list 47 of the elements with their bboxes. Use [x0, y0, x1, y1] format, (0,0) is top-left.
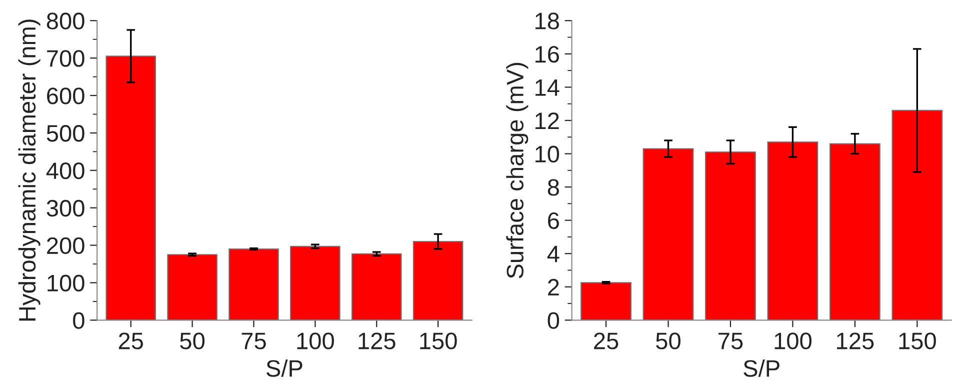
x-tick-label: 125	[358, 332, 396, 350]
y-tick-label: 6	[548, 212, 559, 230]
x-tick-label: 50	[180, 332, 205, 350]
y-tick-label: 4	[547, 246, 560, 262]
bar	[228, 248, 279, 320]
y-tick-label: 600	[47, 88, 84, 104]
y-tick-label: 400	[46, 162, 84, 180]
y-tick-label: 16	[536, 46, 559, 63]
y-tick-label: 200	[47, 237, 84, 254]
y-tick-label: 8	[548, 179, 559, 196]
bar	[829, 143, 880, 320]
y-axis-title: Surface charge (mV)	[506, 62, 528, 278]
x-tick-label: 125	[837, 332, 874, 350]
bar	[767, 142, 818, 320]
bar	[580, 282, 632, 320]
y-axis-title: Hydrodynamic diameter (nm)	[18, 20, 40, 321]
x-tick-label: 100	[774, 332, 812, 350]
y-tick-label: 100	[48, 274, 84, 292]
x-tick-label: 75	[242, 332, 266, 350]
bar	[705, 152, 756, 320]
y-tick-label: 800	[46, 12, 84, 30]
y-tick-label: 2	[548, 278, 559, 296]
x-tick-label: 150	[899, 332, 936, 350]
y-tick-label: 700	[47, 50, 84, 67]
x-tick-label: 75	[718, 332, 743, 350]
x-tick-label: 100	[297, 332, 334, 350]
y-tick-label: 500	[46, 125, 84, 142]
y-tick-label: 14	[536, 79, 560, 96]
y-tick-label: 0	[73, 312, 84, 329]
bar	[167, 254, 218, 320]
x-axis-title: S/P	[266, 360, 302, 377]
bar	[351, 253, 402, 320]
y-tick-label: 18	[536, 12, 559, 30]
y-tick-label: 10	[536, 146, 560, 163]
bar	[106, 56, 156, 320]
x-axis-title: S/P	[744, 360, 780, 377]
x-tick-label: 150	[420, 332, 457, 350]
y-tick-label: 300	[46, 200, 84, 217]
bar	[642, 148, 694, 320]
y-tick-label: 12	[536, 112, 559, 130]
x-tick-label: 50	[656, 332, 680, 350]
bar	[290, 246, 340, 320]
bar	[412, 240, 464, 320]
y-tick-label: 0	[548, 312, 560, 329]
bar	[892, 110, 943, 320]
x-tick-label: 25	[594, 332, 618, 350]
x-tick-label: 25	[118, 332, 143, 350]
